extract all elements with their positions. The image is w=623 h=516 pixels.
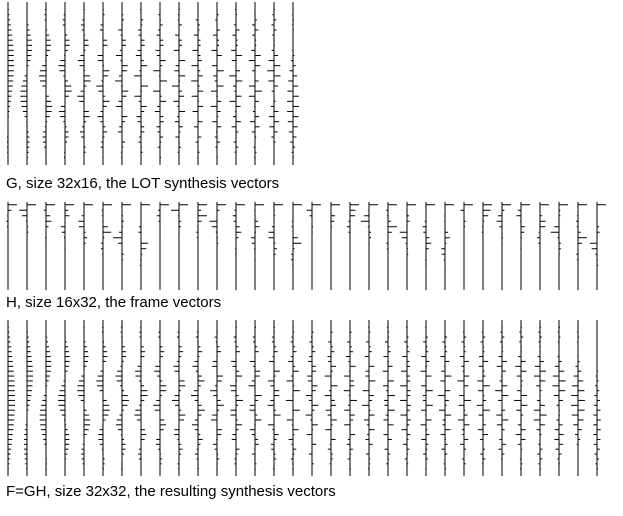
caption: G, size 32x16, the LOT synthesis vectors [6,175,279,192]
synthesis-vectors-panel [7,320,601,476]
caption: F=GH, size 32x32, the resulting synthesi… [6,483,336,500]
lot-vectors-panel [6,2,299,165]
frame-vectors-panel [6,202,606,290]
caption: H, size 16x32, the frame vectors [6,294,221,311]
